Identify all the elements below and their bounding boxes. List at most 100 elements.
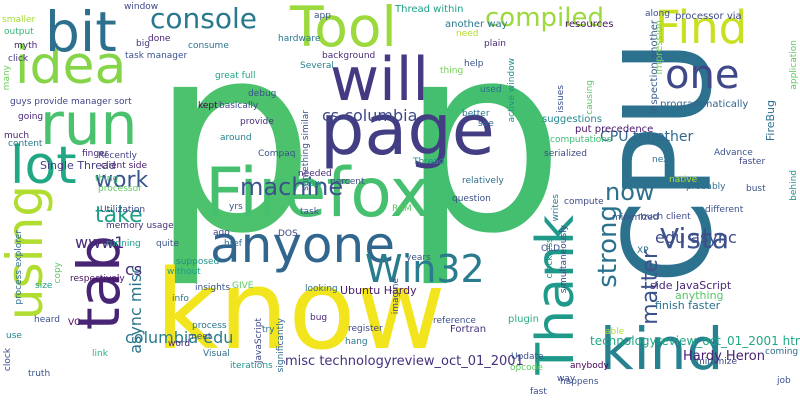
- word-75: myth: [14, 41, 38, 51]
- word-93: finger: [82, 149, 109, 159]
- word-83: debug: [248, 89, 277, 99]
- word-120: supposed: [176, 257, 220, 267]
- word-101: running: [106, 239, 141, 249]
- word-155: relatively: [462, 176, 504, 186]
- word-109: use: [6, 331, 22, 341]
- word-134: percent: [330, 177, 365, 187]
- word-137: hang: [345, 337, 368, 347]
- word-60: issues: [556, 85, 566, 113]
- word-140: reference: [433, 316, 476, 326]
- word-154: question: [452, 194, 491, 204]
- word-146: anybody: [570, 361, 609, 371]
- word-157: native: [669, 175, 698, 185]
- word-37: misc technologyreview_oct_01_2001: [285, 354, 524, 369]
- word-127: try: [262, 325, 275, 335]
- word-92: thing: [95, 174, 119, 184]
- word-156: compute: [564, 197, 604, 207]
- word-107: VC: [68, 318, 81, 328]
- word-119: without: [167, 267, 201, 277]
- word-19: Find: [655, 1, 748, 54]
- word-151: writes: [551, 194, 561, 222]
- word-16: anyone: [210, 216, 395, 274]
- word-96: guys provide manager sort: [10, 97, 132, 107]
- word-53: impression: [654, 20, 665, 75]
- word-84: kept: [198, 101, 218, 111]
- word-168: behind: [789, 170, 799, 201]
- word-106: copy: [53, 262, 63, 284]
- word-57: computations: [550, 135, 612, 145]
- word-45: Fortran: [450, 324, 487, 335]
- word-8: Tool: [290, 0, 397, 59]
- word-82: great full: [215, 71, 256, 81]
- word-152: years: [406, 253, 431, 263]
- word-141: Update: [511, 352, 544, 362]
- word-64: used: [480, 85, 502, 95]
- word-3: know: [155, 246, 446, 374]
- word-160: XP: [637, 246, 649, 256]
- word-169: application: [789, 40, 799, 90]
- word-147: able: [605, 327, 625, 337]
- word-81: Several: [300, 61, 334, 71]
- word-78: task manager: [125, 51, 188, 61]
- word-33: cs columbia: [322, 106, 418, 125]
- word-23: machine: [240, 173, 344, 201]
- word-63: see: [478, 119, 494, 129]
- word-125: GIVE: [232, 281, 254, 291]
- word-121: ago: [213, 228, 230, 238]
- word-61: causing: [585, 80, 595, 115]
- word-136: bug: [310, 313, 328, 323]
- word-70: app: [314, 11, 331, 21]
- word-172: job: [777, 376, 791, 386]
- word-85: basically: [219, 101, 259, 111]
- word-100: memory usage: [106, 221, 174, 231]
- word-117: info: [172, 294, 189, 304]
- word-112: clock: [3, 348, 13, 372]
- word-132: slow: [302, 179, 323, 189]
- word-27: Vista: [660, 222, 730, 255]
- word-123: yrs: [229, 202, 243, 212]
- word-144: fast: [530, 387, 547, 397]
- word-115: meet: [188, 332, 212, 342]
- word-163: different: [705, 205, 744, 215]
- word-133: needed: [298, 169, 332, 179]
- word-58: serialized: [544, 149, 587, 159]
- word-87: around: [220, 133, 252, 143]
- word-62: better: [462, 109, 490, 119]
- word-166: next: [652, 155, 672, 165]
- word-46: plugin: [508, 314, 539, 325]
- word-2: p: [400, 0, 566, 291]
- word-167: along: [645, 9, 670, 19]
- word-34: columbia edu: [125, 328, 234, 347]
- word-69: done: [148, 34, 171, 44]
- word-126: DOS: [278, 229, 298, 239]
- word-90: client side: [101, 161, 148, 171]
- word-24: work: [95, 168, 149, 193]
- word-97: going: [18, 112, 44, 122]
- word-44: Ubuntu Hardy: [340, 284, 417, 297]
- word-103: process explorer: [14, 230, 24, 305]
- word-17: Win32: [365, 247, 485, 291]
- word-88: Compaq: [258, 149, 296, 159]
- word-173: Thread: [413, 157, 445, 167]
- word-47: Single Thread: [40, 159, 116, 172]
- word-165: Advance: [714, 148, 753, 158]
- word-73: smaller: [2, 15, 36, 25]
- word-118: insights: [195, 283, 231, 293]
- word-139: imagine: [391, 278, 401, 315]
- word-13: using: [0, 185, 54, 321]
- word-149: clockless: [545, 238, 555, 279]
- word-35: www1: [75, 233, 125, 252]
- word-18: Thank: [526, 215, 586, 375]
- word-79: hardware: [278, 34, 321, 44]
- word-55: put precedence: [575, 124, 654, 135]
- word-124: task: [300, 207, 319, 217]
- word-48: Thread within: [395, 4, 464, 15]
- word-122: href: [224, 239, 242, 249]
- word-21: console: [150, 2, 257, 35]
- word-170: minimize: [696, 357, 738, 367]
- word-65: thing: [440, 66, 464, 76]
- word-111: truth: [28, 369, 51, 379]
- word-162: bust: [746, 184, 766, 194]
- word-153: RAM: [392, 204, 412, 214]
